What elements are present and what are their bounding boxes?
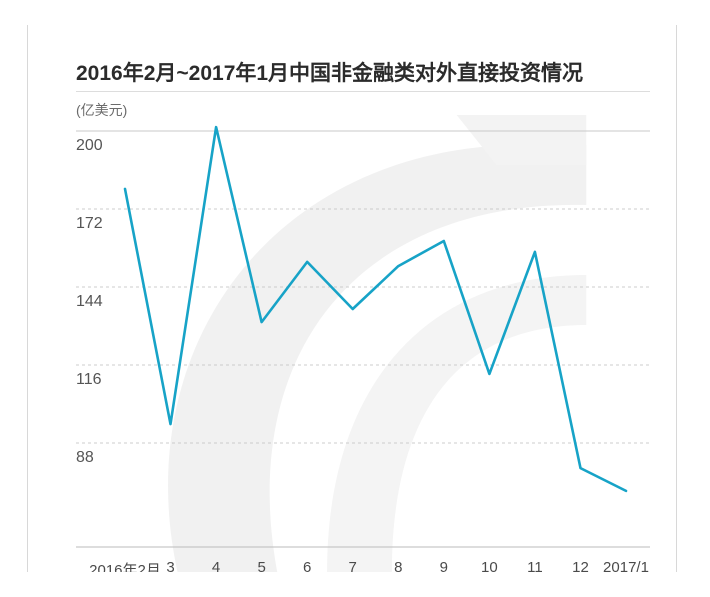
gridlines (76, 130, 650, 444)
y-axis-tick: 172 (76, 215, 103, 232)
y-axis-tick: 200 (76, 137, 103, 154)
axis-unit-label: (亿美元) (76, 102, 128, 118)
title-divider (76, 91, 650, 92)
x-axis-tick: 2017/1 (603, 559, 649, 572)
data-series-line (123, 125, 628, 493)
x-axis-tick: 2016年2月 (89, 562, 161, 572)
y-axis-tick: 144 (76, 293, 103, 310)
chart-card: 2016年2月~2017年1月中国非金融类对外直接投资情况 (亿美元) 200 1… (27, 25, 677, 572)
y-axis-tick: 116 (76, 371, 102, 388)
page-title: 2016年2月~2017年1月中国非金融类对外直接投资情况 (76, 62, 584, 85)
y-axis-tick: 88 (76, 449, 94, 466)
